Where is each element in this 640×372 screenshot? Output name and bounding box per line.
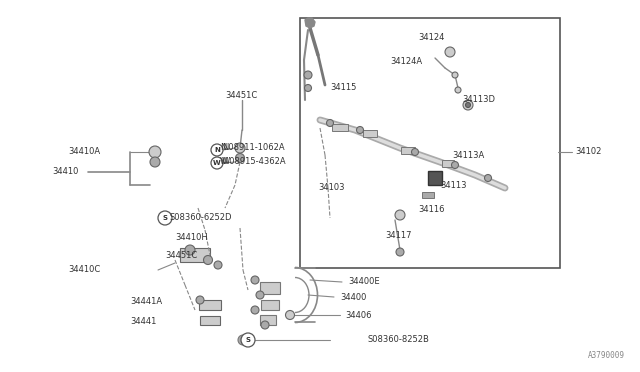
Circle shape (465, 103, 470, 108)
Bar (401, 147, 415, 154)
Text: 34441A: 34441A (130, 298, 162, 307)
Circle shape (304, 71, 312, 79)
Circle shape (285, 311, 294, 320)
Circle shape (211, 144, 223, 156)
Bar (428, 171, 442, 185)
Circle shape (214, 261, 222, 269)
Circle shape (356, 126, 364, 134)
Text: 34124A: 34124A (390, 58, 422, 67)
Circle shape (238, 335, 248, 345)
Circle shape (484, 174, 492, 182)
Circle shape (236, 154, 244, 163)
Circle shape (445, 47, 455, 57)
Bar (260, 315, 276, 325)
Circle shape (149, 146, 161, 158)
Text: 34410: 34410 (52, 167, 78, 176)
Text: 34113: 34113 (440, 180, 467, 189)
Circle shape (455, 87, 461, 93)
Circle shape (196, 296, 204, 304)
Text: 34451C: 34451C (165, 250, 197, 260)
Text: 34102: 34102 (575, 148, 602, 157)
Bar (442, 160, 454, 167)
Bar (199, 300, 221, 310)
Text: N: N (214, 147, 220, 153)
Circle shape (452, 72, 458, 78)
Bar (300, 18, 560, 268)
Circle shape (261, 321, 269, 329)
Text: 34410H: 34410H (175, 234, 208, 243)
Circle shape (305, 84, 312, 92)
Text: S: S (246, 337, 250, 343)
Text: 34406: 34406 (345, 311, 371, 320)
Text: N: N (220, 144, 227, 153)
Bar (363, 129, 377, 137)
Text: 34124: 34124 (418, 33, 444, 42)
Text: W08915-4362A: W08915-4362A (222, 157, 287, 167)
Circle shape (235, 143, 245, 153)
Circle shape (256, 291, 264, 299)
Circle shape (396, 248, 404, 256)
Circle shape (158, 211, 172, 225)
Circle shape (150, 157, 160, 167)
Text: N08911-1062A: N08911-1062A (222, 144, 285, 153)
Text: 34116: 34116 (418, 205, 445, 215)
Text: S: S (163, 215, 168, 221)
Text: 34117: 34117 (385, 231, 412, 240)
Text: 34441: 34441 (130, 317, 156, 327)
Circle shape (211, 157, 223, 169)
Circle shape (185, 245, 195, 255)
Text: A3790009: A3790009 (588, 351, 625, 360)
Circle shape (412, 148, 419, 155)
Text: S08360-8252B: S08360-8252B (368, 336, 430, 344)
Text: 34400: 34400 (340, 292, 366, 301)
Text: 34451C: 34451C (225, 90, 257, 99)
Text: W: W (213, 160, 221, 166)
Text: 34400E: 34400E (348, 278, 380, 286)
Text: 34103: 34103 (318, 183, 344, 192)
Text: W: W (220, 157, 228, 167)
Circle shape (204, 256, 212, 264)
Circle shape (463, 100, 473, 110)
Bar (180, 248, 210, 262)
Text: 34113A: 34113A (452, 151, 484, 160)
Circle shape (451, 161, 458, 169)
Polygon shape (305, 18, 315, 28)
Circle shape (241, 333, 255, 347)
Text: 34115: 34115 (330, 83, 356, 93)
Text: 34113D: 34113D (462, 96, 495, 105)
Bar (422, 192, 434, 198)
Bar (261, 300, 279, 310)
Bar (200, 315, 220, 324)
Circle shape (251, 306, 259, 314)
Text: S08360-6252D: S08360-6252D (170, 214, 232, 222)
Circle shape (326, 119, 333, 126)
Bar (332, 124, 348, 131)
Circle shape (395, 210, 405, 220)
Circle shape (251, 276, 259, 284)
Bar (260, 282, 280, 294)
Text: 34410A: 34410A (68, 148, 100, 157)
Text: 34410C: 34410C (68, 266, 100, 275)
